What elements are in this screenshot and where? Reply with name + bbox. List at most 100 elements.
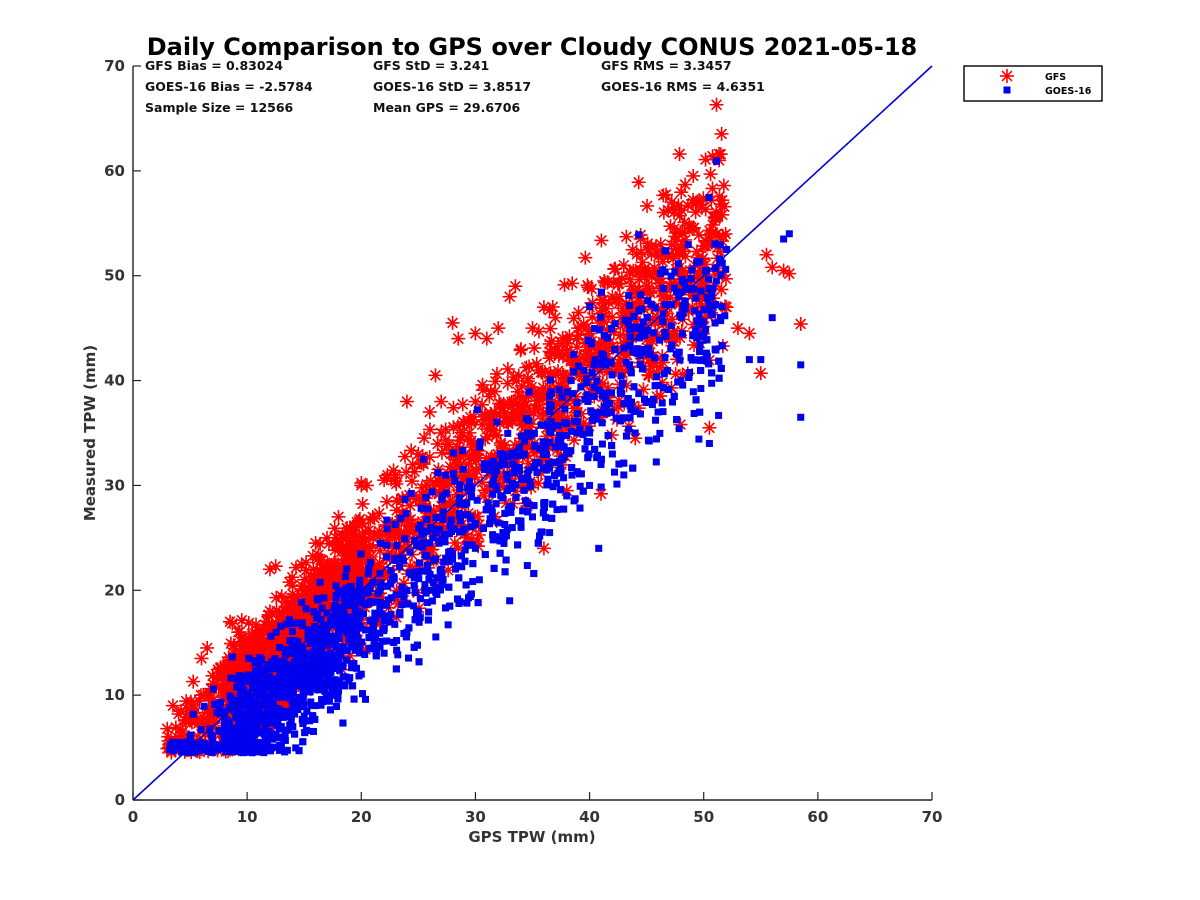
goes-16-point bbox=[315, 686, 323, 694]
goes-16-point bbox=[520, 486, 528, 494]
goes-16-point bbox=[631, 407, 639, 415]
gfs-point bbox=[489, 366, 504, 381]
goes-16-point bbox=[289, 688, 297, 696]
goes-16-point bbox=[349, 682, 357, 690]
gfs-point bbox=[388, 467, 403, 482]
goes-16-point bbox=[619, 380, 627, 388]
goes-16-point bbox=[236, 684, 244, 692]
goes-16-point bbox=[456, 484, 464, 492]
goes-16-point bbox=[299, 695, 307, 703]
goes-16-point bbox=[615, 460, 623, 468]
goes-16-point bbox=[287, 682, 295, 690]
goes-16-point bbox=[479, 524, 487, 532]
gfs-point bbox=[616, 258, 631, 273]
goes-16-point bbox=[473, 406, 481, 414]
goes-16-point bbox=[635, 231, 643, 239]
goes-16-point bbox=[592, 410, 600, 418]
goes-16-point bbox=[613, 480, 621, 488]
gfs-point bbox=[584, 281, 599, 296]
goes-16-point bbox=[449, 449, 457, 457]
goes-16-point bbox=[632, 348, 640, 356]
goes-16-point bbox=[451, 477, 459, 485]
goes-16-point bbox=[656, 336, 664, 344]
goes-16-point bbox=[288, 627, 296, 635]
goes-16-point bbox=[332, 642, 340, 650]
goes-16-point bbox=[334, 695, 342, 703]
goes-16-point bbox=[536, 532, 544, 540]
goes-16-point bbox=[645, 437, 653, 445]
goes-16-point bbox=[629, 464, 637, 472]
goes-16-point bbox=[602, 393, 610, 401]
goes-16-point bbox=[287, 713, 295, 721]
goes-16-point bbox=[216, 709, 224, 717]
goes-16-point bbox=[708, 292, 716, 300]
goes-16-point bbox=[432, 529, 440, 537]
goes-16-point bbox=[317, 616, 325, 624]
goes-16-point bbox=[695, 435, 703, 443]
goes-16-point bbox=[636, 361, 644, 369]
gfs-point bbox=[640, 236, 655, 251]
gfs-point bbox=[200, 640, 215, 655]
goes-16-point bbox=[383, 525, 391, 533]
gfs-point bbox=[482, 389, 497, 404]
goes-16-point bbox=[417, 595, 425, 603]
gfs-point bbox=[491, 321, 506, 336]
goes-16-point bbox=[307, 684, 315, 692]
goes-16-point bbox=[709, 302, 717, 310]
goes-16-point bbox=[251, 672, 259, 680]
goes-16-point bbox=[230, 724, 238, 732]
goes-16-point bbox=[546, 392, 554, 400]
goes-16-point bbox=[220, 744, 228, 752]
goes-16-point bbox=[700, 306, 708, 314]
goes-16-point bbox=[227, 674, 235, 682]
goes-16-point bbox=[419, 538, 427, 546]
goes-16-point bbox=[573, 399, 581, 407]
goes-16-point bbox=[415, 575, 423, 583]
goes-16-point bbox=[320, 594, 328, 602]
goes-16-point bbox=[407, 490, 415, 498]
goes-16-point bbox=[391, 520, 399, 528]
goes-16-point bbox=[447, 516, 455, 524]
goes-16-point bbox=[515, 463, 523, 471]
goes-16-point bbox=[205, 745, 213, 753]
goes-16-point bbox=[708, 379, 716, 387]
goes-16-point bbox=[490, 564, 498, 572]
goes-16-point bbox=[435, 539, 443, 547]
goes-16-point bbox=[342, 673, 350, 681]
gfs-point bbox=[446, 400, 461, 415]
goes-16-point bbox=[387, 567, 395, 575]
goes-16-point bbox=[209, 738, 217, 746]
goes-16-point bbox=[413, 641, 421, 649]
goes-16-point bbox=[417, 522, 425, 530]
goes-16-point bbox=[591, 445, 599, 453]
goes-16-point bbox=[675, 425, 683, 433]
goes-16-point bbox=[411, 616, 419, 624]
goes-16-point bbox=[334, 681, 342, 689]
goes-16-point bbox=[496, 450, 504, 458]
goes-16-point bbox=[475, 576, 483, 584]
goes-16-point bbox=[219, 730, 227, 738]
gfs-point bbox=[327, 521, 342, 536]
goes-16-point bbox=[570, 368, 578, 376]
goes-16-point bbox=[467, 590, 475, 598]
goes-16-point bbox=[335, 635, 343, 643]
gfs-point bbox=[422, 405, 437, 420]
goes-16-point bbox=[561, 419, 569, 427]
goes-16-point bbox=[295, 747, 303, 755]
goes-16-point bbox=[380, 649, 388, 657]
goes-16-point bbox=[557, 469, 565, 477]
goes-16-point bbox=[365, 634, 373, 642]
gfs-point bbox=[636, 382, 651, 397]
goes-16-point bbox=[622, 358, 630, 366]
goes-16-point bbox=[415, 559, 423, 567]
goes-16-point bbox=[716, 241, 724, 249]
goes-16-point bbox=[332, 702, 340, 710]
goes-16-point bbox=[491, 470, 499, 478]
goes-16-point bbox=[428, 597, 436, 605]
goes-16-point bbox=[313, 595, 321, 603]
goes-16-point bbox=[426, 539, 434, 547]
goes-16-point bbox=[503, 525, 511, 533]
gfs-point bbox=[691, 227, 706, 242]
goes-16-point bbox=[351, 600, 359, 608]
gfs-point bbox=[765, 260, 780, 275]
